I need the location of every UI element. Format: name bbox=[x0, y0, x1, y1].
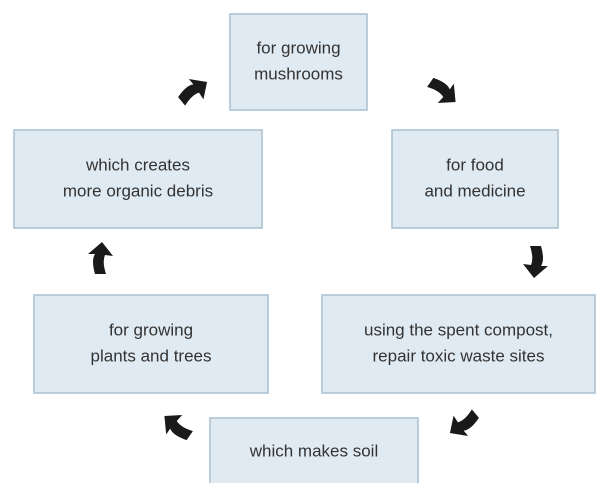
arrow bbox=[173, 71, 215, 111]
node-box bbox=[229, 13, 368, 111]
node-box bbox=[321, 294, 596, 394]
node-label: more organic debris bbox=[63, 181, 213, 200]
node-box bbox=[391, 129, 559, 229]
node-label: using the spent compost, bbox=[364, 320, 553, 339]
node-label: for growing bbox=[256, 38, 340, 57]
node-label: which makes soil bbox=[249, 441, 379, 460]
node-label: repair toxic waste sites bbox=[373, 346, 545, 365]
arrow bbox=[523, 246, 548, 278]
node-box bbox=[13, 129, 263, 229]
node-label: which creates bbox=[85, 155, 190, 174]
node-label: mushrooms bbox=[254, 64, 343, 83]
node-label: plants and trees bbox=[91, 346, 212, 365]
arrow bbox=[88, 242, 113, 274]
arrow bbox=[156, 407, 197, 446]
arrow bbox=[442, 404, 484, 444]
node-box bbox=[33, 294, 269, 394]
arrow bbox=[423, 72, 464, 111]
node-box bbox=[209, 417, 419, 488]
nodes: for growing mushrooms for food and medicine… bbox=[13, 13, 596, 488]
node-label: for food bbox=[446, 155, 504, 174]
node-label: for growing bbox=[109, 320, 193, 339]
node-label: and medicine bbox=[424, 181, 525, 200]
